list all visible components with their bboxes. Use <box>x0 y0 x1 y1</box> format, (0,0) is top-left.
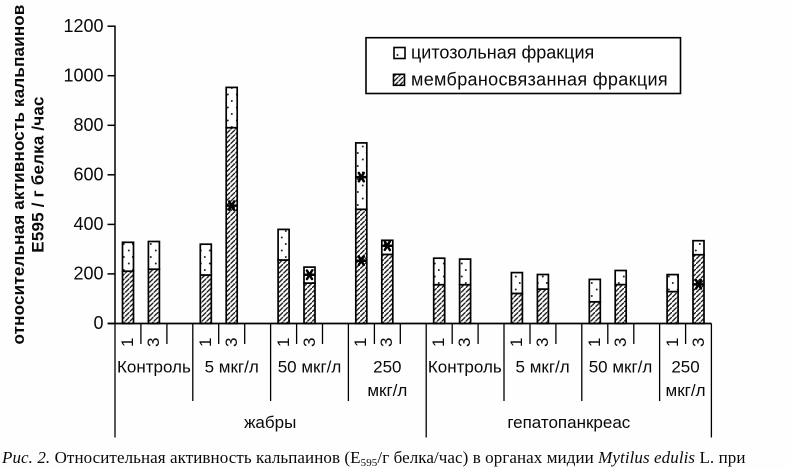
svg-text:800: 800 <box>73 115 103 135</box>
svg-text:1: 1 <box>663 338 682 347</box>
svg-text:1: 1 <box>507 338 526 347</box>
svg-text:250: 250 <box>671 358 699 377</box>
svg-text:мкг/л: мкг/л <box>666 381 706 400</box>
svg-text:250: 250 <box>373 358 401 377</box>
svg-text:600: 600 <box>73 165 103 185</box>
svg-text:1200: 1200 <box>63 16 103 36</box>
svg-text:относительная активность кальп: относительная активность кальпаинов <box>9 4 28 344</box>
svg-text:50 мкг/л: 50 мкг/л <box>278 358 342 377</box>
svg-text:гепатопанкреас: гепатопанкреас <box>507 413 630 432</box>
svg-text:3: 3 <box>533 338 552 347</box>
svg-text:3: 3 <box>377 338 396 347</box>
svg-text:1000: 1000 <box>63 66 103 86</box>
svg-text:3: 3 <box>455 338 474 347</box>
svg-text:1: 1 <box>118 338 137 347</box>
svg-text:5 мкг/л: 5 мкг/л <box>516 358 570 377</box>
svg-text:1: 1 <box>585 338 604 347</box>
svg-text:1: 1 <box>274 338 293 347</box>
svg-text:Контроль: Контроль <box>117 358 191 377</box>
svg-text:1: 1 <box>351 338 370 347</box>
svg-text:400: 400 <box>73 214 103 234</box>
svg-text:3: 3 <box>144 338 163 347</box>
svg-text:1: 1 <box>429 338 448 347</box>
svg-text:1: 1 <box>196 338 215 347</box>
svg-text:цитозольная фракция: цитозольная фракция <box>411 43 594 63</box>
svg-text:жабры: жабры <box>244 413 296 432</box>
svg-text:3: 3 <box>611 338 630 347</box>
svg-text:мембраносвязанная фракция: мембраносвязанная фракция <box>411 70 668 90</box>
svg-text:5 мкг/л: 5 мкг/л <box>205 358 259 377</box>
svg-text:200: 200 <box>73 264 103 284</box>
svg-text:Контроль: Контроль <box>428 358 502 377</box>
svg-text:мкг/л: мкг/л <box>367 381 407 400</box>
svg-text:3: 3 <box>222 338 241 347</box>
svg-text:Е595 / г белка /час: Е595 / г белка /час <box>29 96 48 252</box>
svg-text:3: 3 <box>300 338 319 347</box>
svg-text:Рис. 2. Относительная активнос: Рис. 2. Относительная активность кальпаи… <box>1 448 746 468</box>
svg-text:50 мкг/л: 50 мкг/л <box>589 358 653 377</box>
svg-text:0: 0 <box>93 313 103 333</box>
svg-text:3: 3 <box>689 338 708 347</box>
